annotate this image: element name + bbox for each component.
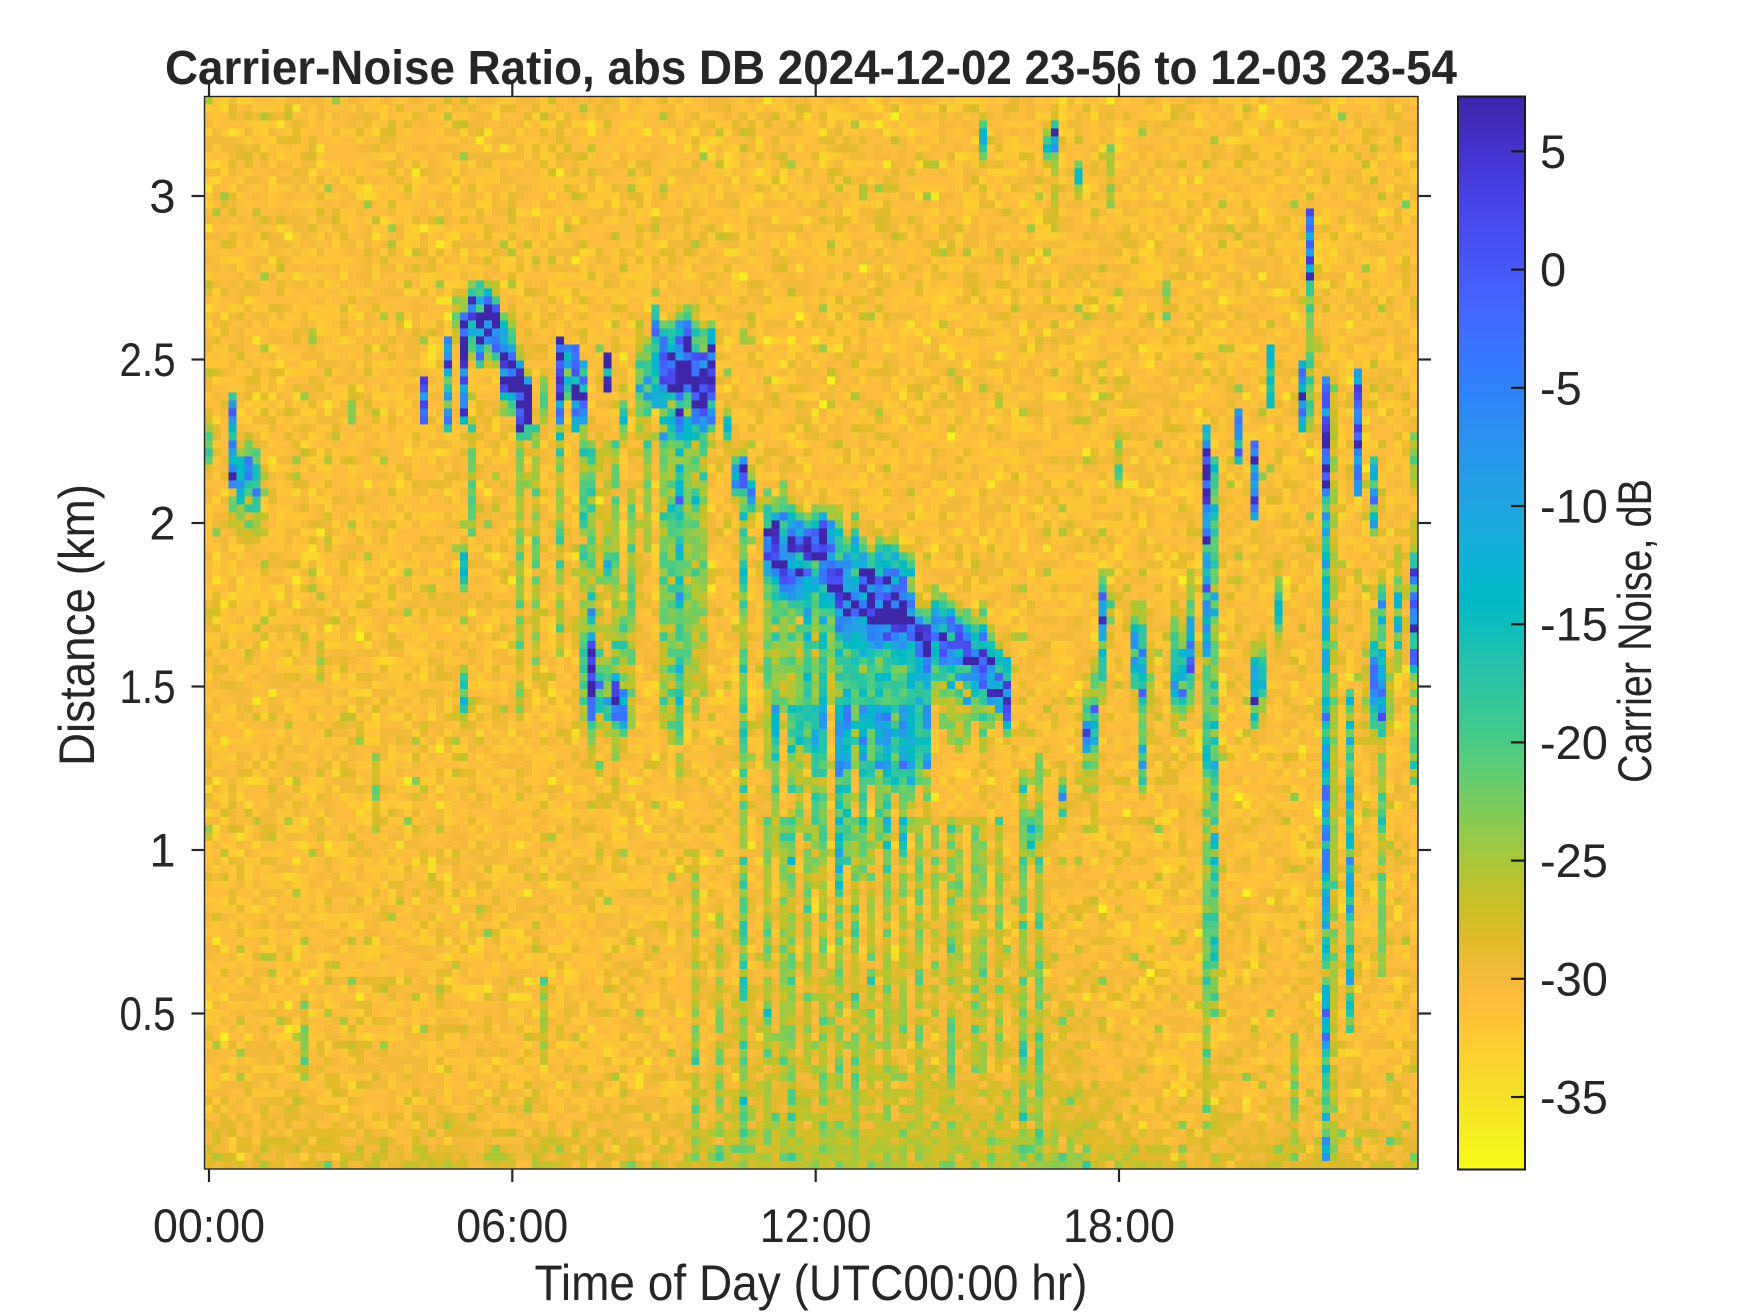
svg-text:0: 0	[1540, 243, 1566, 296]
svg-text:-10: -10	[1540, 480, 1608, 533]
svg-text:2.5: 2.5	[120, 333, 176, 386]
svg-text:-25: -25	[1540, 834, 1608, 887]
svg-text:Distance (km): Distance (km)	[49, 484, 105, 766]
svg-text:5: 5	[1540, 125, 1566, 178]
svg-text:Time of Day (UTC00:00 hr): Time of Day (UTC00:00 hr)	[535, 1255, 1088, 1311]
svg-text:00:00: 00:00	[153, 1199, 265, 1252]
svg-text:06:00: 06:00	[456, 1199, 568, 1252]
svg-text:1.5: 1.5	[120, 660, 176, 713]
svg-text:-30: -30	[1540, 952, 1608, 1005]
svg-text:3: 3	[149, 170, 175, 223]
svg-text:2: 2	[149, 497, 175, 550]
svg-text:1: 1	[149, 824, 175, 877]
svg-text:18:00: 18:00	[1063, 1199, 1175, 1252]
svg-text:12:00: 12:00	[760, 1199, 872, 1252]
svg-text:-15: -15	[1540, 598, 1608, 651]
svg-text:-20: -20	[1540, 716, 1608, 769]
svg-text:-35: -35	[1540, 1071, 1608, 1124]
svg-text:-5: -5	[1540, 361, 1582, 414]
svg-text:0.5: 0.5	[120, 987, 176, 1040]
svg-text:Carrier-Noise Ratio, abs DB 20: Carrier-Noise Ratio, abs DB 2024-12-02 2…	[165, 42, 1457, 95]
svg-text:Carrier Noise, dB: Carrier Noise, dB	[1608, 479, 1661, 783]
